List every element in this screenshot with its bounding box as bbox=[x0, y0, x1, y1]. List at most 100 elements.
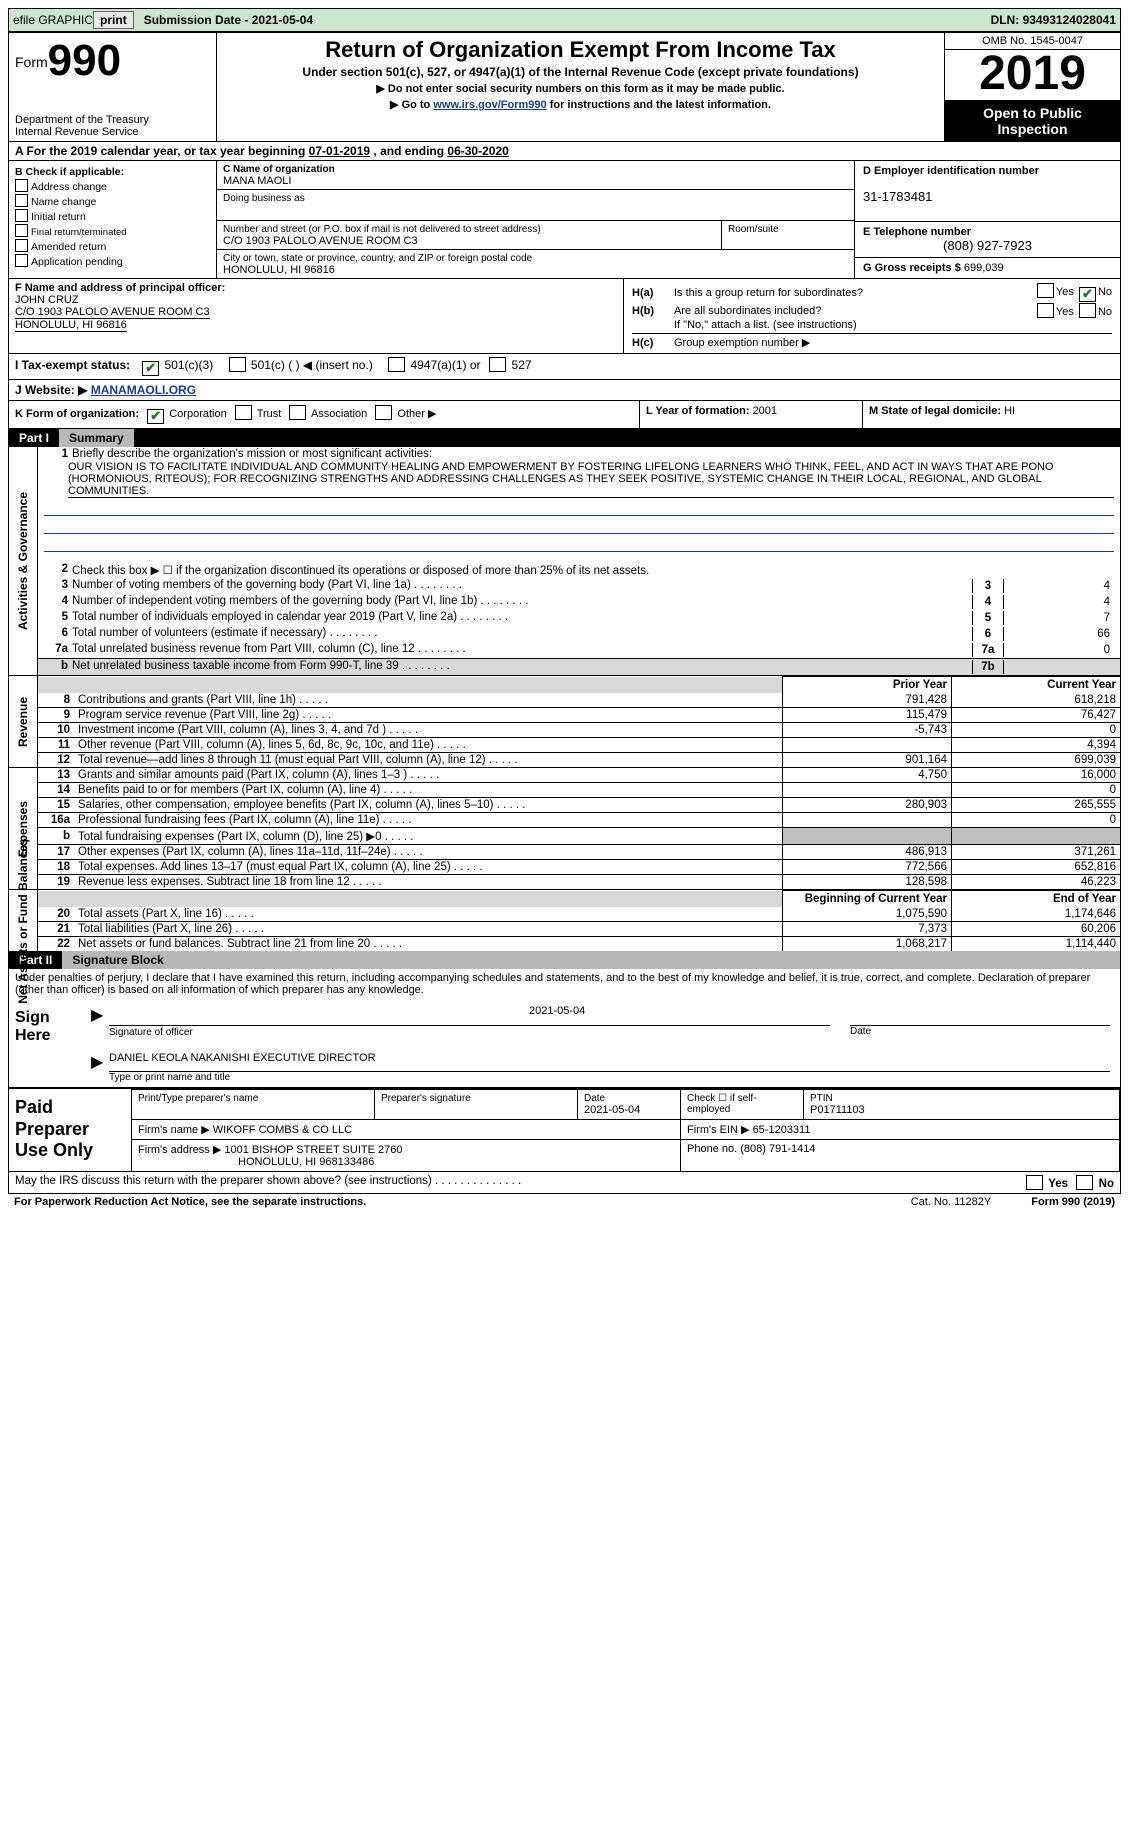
tax-year: 2019 bbox=[945, 50, 1120, 101]
officer-name-title: DANIEL KEOLA NAKANISHI EXECUTIVE DIRECTO… bbox=[109, 1052, 1110, 1072]
ha-no[interactable] bbox=[1079, 287, 1096, 302]
table-row: 9Program service revenue (Part VIII, lin… bbox=[38, 708, 1120, 723]
chk-amended[interactable]: Amended return bbox=[15, 239, 210, 253]
chk-other[interactable] bbox=[375, 405, 392, 420]
table-row: 13Grants and similar amounts paid (Part … bbox=[38, 768, 1120, 783]
row-i-tax-status: I Tax-exempt status: 501(c)(3) 501(c) ( … bbox=[9, 354, 1120, 380]
line-7a: 7aTotal unrelated business revenue from … bbox=[38, 642, 1120, 658]
line-b: bNet unrelated business taxable income f… bbox=[38, 658, 1120, 675]
section-revenue: Revenue Prior YearCurrent Year 8Contribu… bbox=[9, 676, 1120, 768]
addr-cell: Number and street (or P.O. box if mail i… bbox=[217, 221, 854, 250]
chk-527[interactable] bbox=[489, 357, 506, 372]
dba-cell: Doing business as bbox=[217, 190, 854, 221]
chk-501c[interactable] bbox=[229, 357, 246, 372]
dln: DLN: 93493124028041 bbox=[991, 13, 1116, 27]
table-row: 10Investment income (Part VIII, column (… bbox=[38, 723, 1120, 738]
col-h: H(a) Is this a group return for subordin… bbox=[624, 279, 1120, 353]
line-2: 2Check this box ▶ ☐ if the organization … bbox=[38, 562, 1120, 578]
print-button[interactable]: print bbox=[93, 11, 134, 29]
sign-here-label: Sign Here bbox=[9, 999, 91, 1087]
dept-treasury: Department of the Treasury Internal Reve… bbox=[15, 114, 210, 138]
chk-trust[interactable] bbox=[235, 405, 252, 420]
vlabel-ag: Activities & Governance bbox=[9, 447, 38, 675]
line-5: 5Total number of individuals employed in… bbox=[38, 610, 1120, 626]
preparer-table: Print/Type preparer's name Preparer's si… bbox=[131, 1089, 1120, 1171]
paid-preparer-block: Paid Preparer Use Only Print/Type prepar… bbox=[9, 1088, 1120, 1172]
form-number: Form990 bbox=[15, 36, 210, 86]
part-1-header: Part I Summary bbox=[9, 429, 1120, 447]
gross-receipts: 699,039 bbox=[964, 262, 1004, 274]
hb-no[interactable] bbox=[1079, 303, 1096, 318]
chk-final-return[interactable]: Final return/terminated bbox=[15, 224, 210, 238]
table-row: bTotal fundraising expenses (Part IX, co… bbox=[38, 828, 1120, 845]
arrow-icon: ▶ bbox=[91, 1005, 109, 1025]
table-row: 14Benefits paid to or for members (Part … bbox=[38, 783, 1120, 798]
name-title-label: Type or print name and title bbox=[109, 1072, 1110, 1083]
perjury-declaration: Under penalties of perjury, I declare th… bbox=[9, 969, 1120, 999]
section-net-assets: Net Assets or Fund Balances Beginning of… bbox=[9, 890, 1120, 951]
col-f-officer: F Name and address of principal officer:… bbox=[9, 279, 624, 353]
col-b-label: B Check if applicable: bbox=[15, 166, 210, 178]
form-title: Return of Organization Exempt From Incom… bbox=[223, 37, 938, 63]
blank-line-1 bbox=[44, 501, 1114, 516]
website-link[interactable]: MANAMAOLI.ORG bbox=[91, 383, 196, 397]
discuss-yes[interactable] bbox=[1026, 1175, 1043, 1190]
chk-corp[interactable] bbox=[147, 409, 164, 424]
page-footer: For Paperwork Reduction Act Notice, see … bbox=[8, 1194, 1121, 1210]
row-f-h: F Name and address of principal officer:… bbox=[9, 279, 1120, 354]
irs-discuss-question: May the IRS discuss this return with the… bbox=[9, 1172, 1120, 1193]
top-bar: efile GRAPHIC print Submission Date - 20… bbox=[8, 8, 1121, 32]
expenses-table: 13Grants and similar amounts paid (Part … bbox=[38, 768, 1120, 889]
revenue-table: Prior YearCurrent Year 8Contributions an… bbox=[38, 676, 1120, 767]
gross-label: G Gross receipts $ bbox=[863, 262, 964, 274]
ha-yes[interactable] bbox=[1037, 283, 1054, 298]
blank-line-3 bbox=[44, 537, 1114, 552]
table-row: 8Contributions and grants (Part VIII, li… bbox=[38, 693, 1120, 708]
section-activities-governance: Activities & Governance 1 Briefly descri… bbox=[9, 447, 1120, 676]
subtitle-1: Under section 501(c), 527, or 4947(a)(1)… bbox=[223, 65, 938, 79]
row-j-website: J Website: ▶ MANAMAOLI.ORG bbox=[9, 380, 1120, 401]
sig-officer-label: Signature of officer bbox=[109, 1025, 830, 1038]
part-2-header: Part II Signature Block bbox=[9, 951, 1120, 969]
sig-date-label: Date bbox=[850, 1025, 1110, 1038]
line-4: 4Number of independent voting members of… bbox=[38, 594, 1120, 610]
row-m: M State of legal domicile: HI bbox=[863, 401, 1120, 428]
chk-assoc[interactable] bbox=[289, 405, 306, 420]
efile-label: efile GRAPHIC bbox=[13, 13, 93, 27]
table-row: 16aProfessional fundraising fees (Part I… bbox=[38, 813, 1120, 828]
header-left: Form990 Department of the Treasury Inter… bbox=[9, 33, 217, 141]
phone: (808) 927-7923 bbox=[863, 238, 1112, 253]
chk-name-change[interactable]: Name change bbox=[15, 194, 210, 208]
org-name-cell: C Name of organization MANA MAOLI bbox=[217, 161, 854, 190]
row-l: L Year of formation: 2001 bbox=[640, 401, 863, 428]
table-row: 20Total assets (Part X, line 16) . . . .… bbox=[38, 907, 1120, 922]
org-name: MANA MAOLI bbox=[223, 175, 291, 187]
table-row: 15Salaries, other compensation, employee… bbox=[38, 798, 1120, 813]
net-assets-table: Beginning of Current YearEnd of Year 20T… bbox=[38, 890, 1120, 951]
chk-app-pending[interactable]: Application pending bbox=[15, 254, 210, 268]
subtitle-2: ▶ Do not enter social security numbers o… bbox=[223, 82, 938, 95]
city-cell: City or town, state or province, country… bbox=[217, 250, 854, 278]
chk-address-change[interactable]: Address change bbox=[15, 179, 210, 193]
vlabel-rev: Revenue bbox=[9, 676, 38, 767]
block-bcd: B Check if applicable: Address change Na… bbox=[9, 161, 1120, 279]
mission-text: OUR VISION IS TO FACILITATE INDIVIDUAL A… bbox=[68, 461, 1114, 498]
form-frame: Form990 Department of the Treasury Inter… bbox=[8, 32, 1121, 1194]
line-6: 6Total number of volunteers (estimate if… bbox=[38, 626, 1120, 642]
arrow-icon: ▶ bbox=[91, 1052, 109, 1072]
vlabel-net: Net Assets or Fund Balances bbox=[9, 890, 38, 951]
phone-label: E Telephone number bbox=[863, 226, 971, 238]
paid-preparer-label: Paid Preparer Use Only bbox=[9, 1089, 131, 1171]
form-header: Form990 Department of the Treasury Inter… bbox=[9, 33, 1120, 142]
row-a-tax-year: A For the 2019 calendar year, or tax yea… bbox=[9, 142, 1120, 161]
header-mid: Return of Organization Exempt From Incom… bbox=[217, 33, 944, 141]
irs-link[interactable]: www.irs.gov/Form990 bbox=[433, 99, 546, 111]
chk-4947[interactable] bbox=[388, 357, 405, 372]
discuss-no[interactable] bbox=[1076, 1175, 1093, 1190]
hb-yes[interactable] bbox=[1037, 303, 1054, 318]
col-d: D Employer identification number 31-1783… bbox=[854, 161, 1120, 278]
table-row: 17Other expenses (Part IX, column (A), l… bbox=[38, 845, 1120, 860]
chk-initial-return[interactable]: Initial return bbox=[15, 209, 210, 223]
table-row: 12Total revenue—add lines 8 through 11 (… bbox=[38, 753, 1120, 768]
chk-501c3[interactable] bbox=[142, 361, 159, 376]
